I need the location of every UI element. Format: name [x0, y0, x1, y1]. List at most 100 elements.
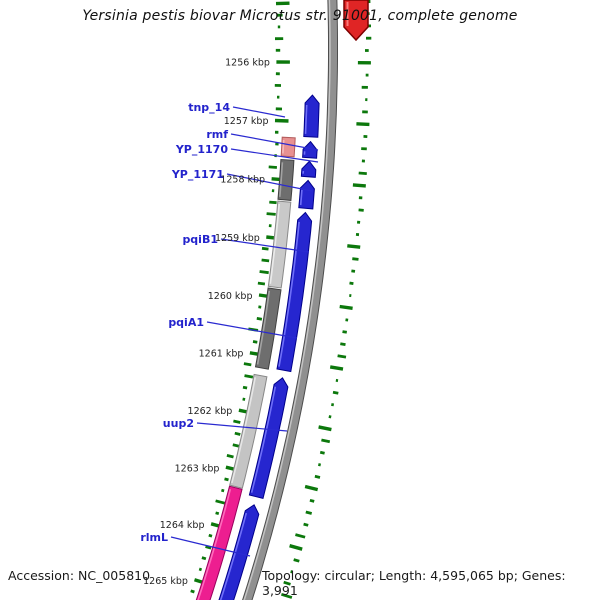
plot-dash: [268, 165, 278, 169]
plot-dash: [242, 385, 248, 390]
gene-feature-forward-highlight: [304, 104, 308, 134]
plot-dash: [340, 342, 346, 346]
kbp-major-tick: [356, 122, 370, 127]
gene-label-rmf[interactable]: rmf: [206, 128, 228, 141]
plot-dash: [342, 330, 348, 334]
callout-line-YP_1171: [226, 173, 313, 192]
gene-feature-reverse[interactable]: [267, 200, 292, 289]
kbp-major-tick: [289, 544, 303, 551]
plot-dash: [261, 246, 269, 251]
gene-feature-forward[interactable]: [303, 94, 320, 138]
plot-dash: [309, 498, 315, 503]
gene-label-pqiB1[interactable]: pqiB1: [182, 233, 218, 246]
plot-dash: [256, 317, 263, 321]
genome-summary-text: Topology: circular; Length: 4,595,065 bp…: [262, 568, 566, 598]
plot-dash: [208, 533, 213, 538]
callout-line-uup2: [196, 422, 288, 432]
reverse-strand-track: [195, 136, 296, 600]
callout-line-pqiB1: [220, 238, 310, 253]
plot-dash: [293, 558, 300, 563]
gene-callout-lines: [170, 106, 319, 557]
plot-dash: [243, 362, 252, 367]
plot-dash: [224, 477, 229, 482]
plot-dash: [226, 454, 234, 459]
plot-dash: [337, 354, 347, 359]
plot-dash: [266, 212, 276, 216]
backbone-highlight: [243, 0, 331, 600]
callout-line-rlmL: [170, 536, 251, 557]
position-marker-icon[interactable]: [343, 0, 369, 42]
plot-dash: [280, 592, 293, 599]
plot-dash: [358, 171, 367, 175]
kbp-major-tick: [352, 183, 366, 188]
plot-dash: [321, 438, 331, 444]
gene-label-rlmL[interactable]: rlmL: [140, 531, 168, 544]
plot-dash: [303, 522, 309, 527]
plot-dash: [232, 443, 240, 448]
gene-feature-forward[interactable]: [300, 160, 317, 178]
kbp-major-tick: [304, 484, 319, 492]
kbp-major-tick: [339, 304, 353, 310]
scale-tick-label: 1259 kbp: [215, 233, 260, 244]
scale-tick-labels: 1256 kbp 1257 kbp 1258 kbp 1259 kbp 1260 kbp…: [143, 58, 270, 587]
red-arrow-marker[interactable]: [343, 0, 369, 42]
callout-line-YP_1170: [230, 148, 319, 163]
plot-dash: [290, 570, 293, 574]
gene-label-pqiA1[interactable]: pqiA1: [168, 316, 204, 329]
plot-dash: [198, 567, 203, 572]
plot-dash: [201, 556, 207, 561]
kbp-major-tick: [329, 365, 344, 371]
plot-dash: [257, 281, 266, 286]
gene-feature-reverse[interactable]: [229, 373, 268, 489]
page-title: Yersinia pestis biovar Microtus str. 910…: [82, 8, 518, 24]
plot-dash: [244, 374, 254, 379]
plot-dash: [215, 499, 226, 505]
plot-dash: [332, 390, 339, 395]
plot-dash: [349, 281, 354, 285]
plot-dash: [305, 510, 313, 515]
gene-feature-forward[interactable]: [302, 140, 318, 159]
gene-feature-forward[interactable]: [298, 179, 315, 210]
gene-label-uup2[interactable]: uup2: [163, 417, 194, 430]
gene-feature-forward[interactable]: [248, 377, 289, 500]
kbp-major-tick: [318, 425, 332, 432]
plot-dash: [352, 257, 359, 261]
plot-dash: [190, 589, 195, 594]
plot-dash: [283, 580, 291, 586]
gc-skew-dash-plots: [190, 0, 372, 599]
plot-dash: [234, 431, 241, 436]
gene-feature-reverse-highlight: [197, 489, 232, 600]
gene-feature-forward-highlight: [219, 512, 248, 600]
gene-feature-reverse-highlight: [282, 139, 285, 154]
plot-dash: [259, 270, 269, 275]
gene-label-YP_1171[interactable]: YP_1171: [171, 168, 224, 181]
gene-feature-reverse-highlight: [279, 162, 284, 197]
plot-dash: [215, 511, 220, 516]
gene-feature-reverse[interactable]: [254, 287, 282, 370]
plot-dash: [261, 258, 270, 263]
plot-dash: [252, 340, 258, 344]
plot-dash: [242, 397, 246, 401]
gene-feature-reverse-highlight: [256, 290, 271, 365]
backbone-track: [242, 0, 338, 600]
scale-tick-label: 1265 kbp: [143, 576, 188, 587]
gene-feature-reverse-highlight: [231, 377, 256, 484]
gene-feature-reverse-highlight: [269, 203, 280, 284]
scale-tick-label: 1258 kbp: [220, 175, 265, 186]
scale-tick-label: 1264 kbp: [160, 520, 205, 531]
plot-dash: [295, 533, 306, 539]
callout-line-rmf: [230, 133, 319, 151]
plot-dash: [328, 415, 332, 419]
plot-dash: [233, 419, 241, 424]
plot-dash: [319, 450, 325, 455]
gene-feature-forward-highlight: [250, 386, 277, 493]
scale-tick-label: 1262 kbp: [188, 406, 233, 417]
gene-label-tnp_14[interactable]: tnp_14: [188, 101, 230, 114]
gene-label-YP_1170[interactable]: YP_1170: [175, 143, 228, 156]
plot-dash: [269, 200, 277, 205]
gene-feature-forward-highlight: [278, 221, 300, 367]
scale-tick-label: 1261 kbp: [199, 349, 244, 360]
accession-text: Accession: NC_005810: [8, 568, 151, 583]
